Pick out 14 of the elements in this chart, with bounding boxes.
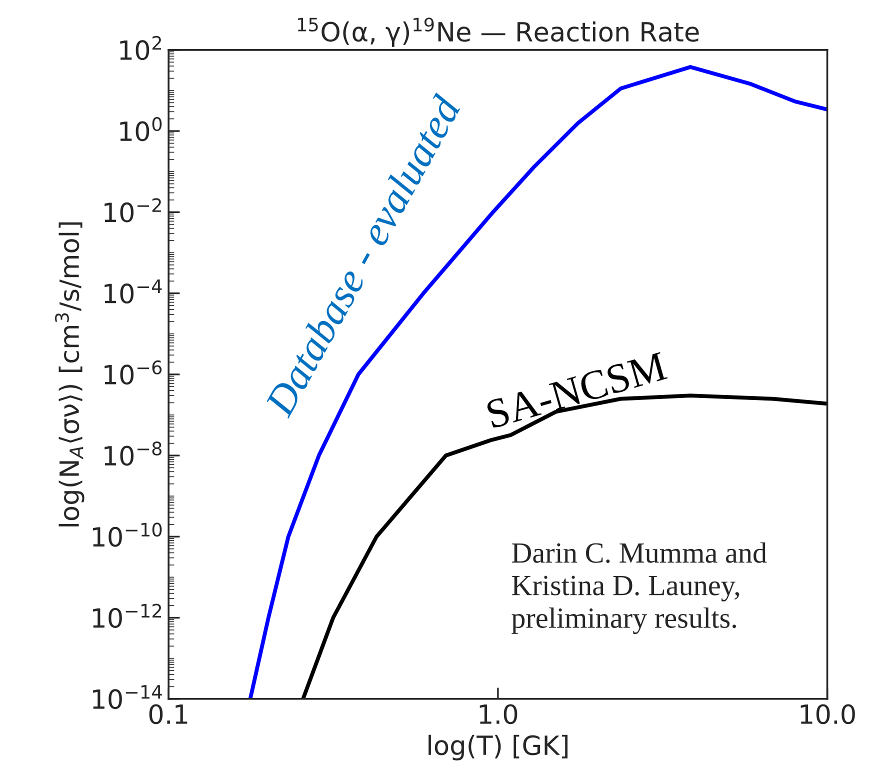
chart-title: $^{15}$O(α, γ)$^{19}$Ne — Reaction Rate xyxy=(298,18,699,47)
x-tick-label: 1.0 xyxy=(480,704,518,724)
x-tick-label: 10.0 xyxy=(800,704,855,724)
y-tick-label: 10$^{−4}$ xyxy=(104,280,162,304)
y-axis-title: log(N$_{A}$⟨σν⟩) [cm$^{3}$/s/mol] xyxy=(54,222,84,526)
y-tick-label: 10$^{−12}$ xyxy=(93,604,162,628)
y-tick-label: 10$^{−8}$ xyxy=(104,442,162,466)
annotation: Darin C. Mumma and Kristina D. Launey, preliminary results. xyxy=(512,542,767,634)
x-axis-title: log(T) [GK] xyxy=(428,734,568,760)
y-tick-label: 10$^{2}$ xyxy=(120,36,162,60)
y-tick-label: 10$^{−2}$ xyxy=(104,198,161,222)
y-tick-label: 10$^{0}$ xyxy=(120,117,162,142)
y-tick-label: 10$^{−6}$ xyxy=(104,360,162,385)
y-tick-label: 10$^{−10}$ xyxy=(93,522,162,547)
